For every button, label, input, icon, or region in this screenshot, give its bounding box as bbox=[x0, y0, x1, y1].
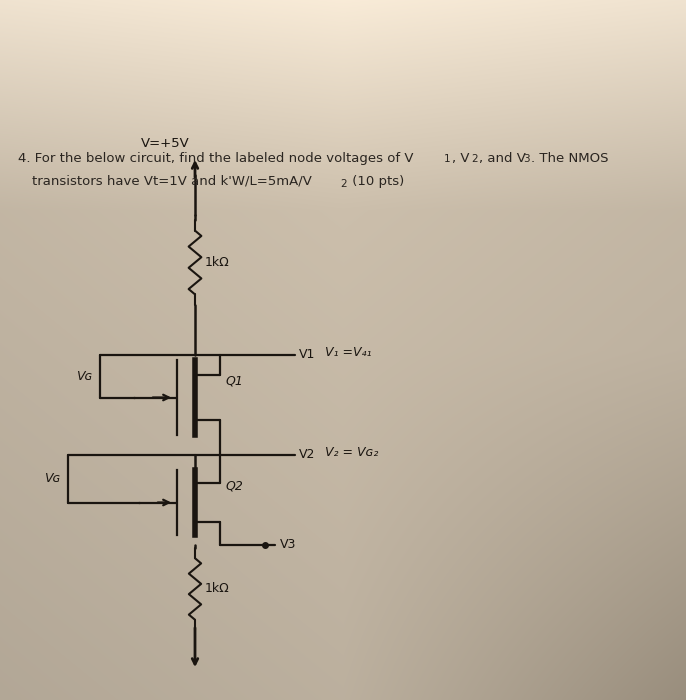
Text: 3: 3 bbox=[523, 154, 530, 164]
Text: V1: V1 bbox=[299, 349, 316, 361]
Text: Vɢ: Vɢ bbox=[75, 370, 92, 383]
Text: Q1: Q1 bbox=[225, 374, 243, 388]
Text: Vɢ: Vɢ bbox=[44, 473, 60, 485]
Text: Q2: Q2 bbox=[225, 480, 243, 493]
Text: (10 pts): (10 pts) bbox=[348, 175, 404, 188]
Text: , and V: , and V bbox=[479, 152, 526, 165]
Text: V=+5V: V=+5V bbox=[141, 137, 190, 150]
Text: V3: V3 bbox=[280, 538, 296, 552]
Text: , V: , V bbox=[452, 152, 469, 165]
Text: V2: V2 bbox=[299, 449, 316, 461]
Text: 2: 2 bbox=[340, 179, 346, 189]
Text: . The NMOS: . The NMOS bbox=[531, 152, 608, 165]
Text: transistors have Vt=1V and k'W/L=5mA/V: transistors have Vt=1V and k'W/L=5mA/V bbox=[32, 175, 312, 188]
Text: 1: 1 bbox=[444, 154, 451, 164]
Text: 2: 2 bbox=[471, 154, 477, 164]
Text: 4. For the below circuit, find the labeled node voltages of V: 4. For the below circuit, find the label… bbox=[18, 152, 414, 165]
Text: V₂ = Vɢ₂: V₂ = Vɢ₂ bbox=[325, 447, 379, 459]
Text: 1kΩ: 1kΩ bbox=[205, 256, 230, 269]
Text: V₁ =V₄₁: V₁ =V₄₁ bbox=[325, 346, 372, 360]
Text: 1kΩ: 1kΩ bbox=[205, 582, 230, 596]
